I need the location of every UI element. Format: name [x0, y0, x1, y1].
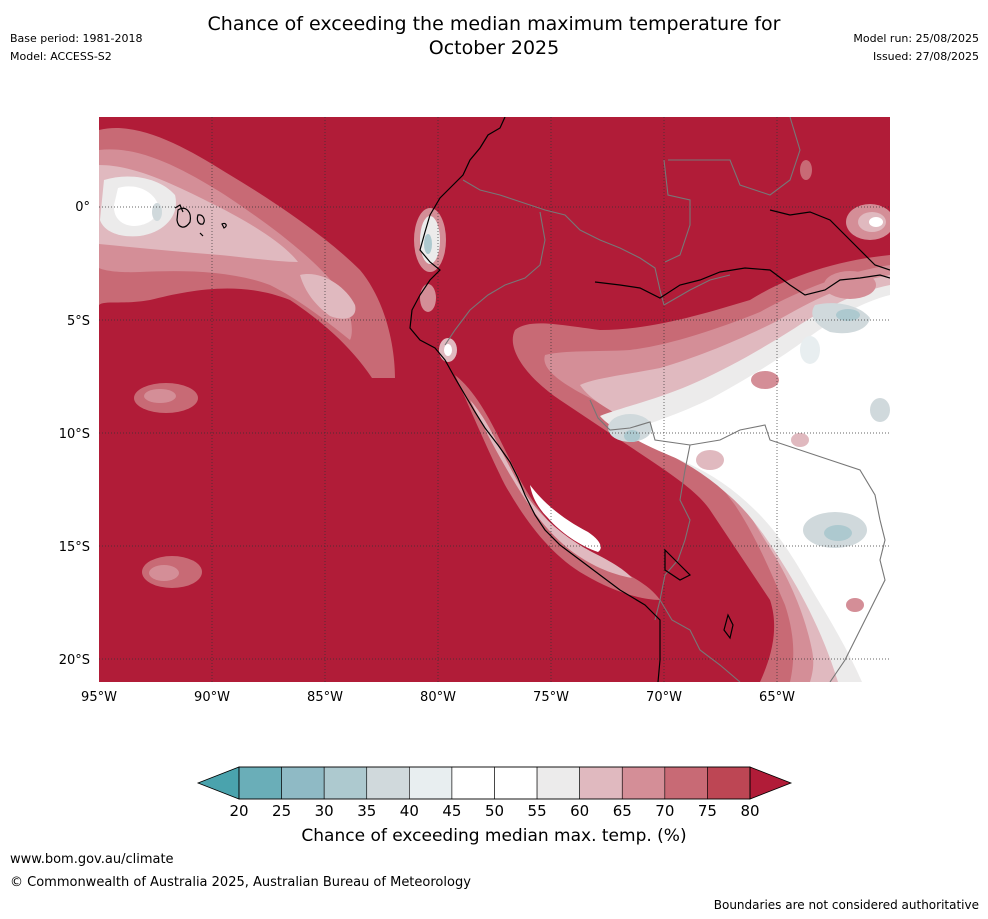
colorbar: 20 25 30 35 40 45 50 55 60 65 70 75 80 [196, 766, 793, 820]
pacific-coastline [409, 117, 661, 682]
colorbar-tick-label: 80 [740, 802, 759, 820]
colorbar-tick-label: 20 [229, 802, 248, 820]
galapagos-fernandina [174, 204, 184, 213]
graticule [99, 117, 890, 682]
title-line-2: October 2025 [428, 37, 560, 59]
blob-16s-core [149, 565, 179, 581]
border-colombia-ecuador-peru [462, 179, 665, 306]
colorbar-box [621, 766, 666, 800]
copyright-text: © Commonwealth of Australia 2025, Austra… [10, 875, 471, 890]
meta-right: Model run: 25/08/2025 Issued: 27/08/2025 [853, 30, 979, 66]
colorbar-box [579, 766, 623, 800]
border-peru-brazil-bolivia [589, 399, 881, 521]
colorbar-tick-label: 70 [655, 802, 674, 820]
andes-amazon-anomaly [512, 255, 890, 682]
colorbar-over-arrow [749, 766, 793, 800]
galapagos-anomaly [99, 128, 395, 378]
title-line-1: Chance of exceeding the median maximum t… [207, 13, 781, 35]
base-period-text: Base period: 1981-2018 [10, 32, 143, 45]
border-ecuador-peru [444, 211, 546, 346]
meta-left: Base period: 1981-2018 Model: ACCESS-S2 [10, 30, 142, 66]
border-peru-bolivia [654, 444, 691, 621]
colorbar-box [366, 766, 410, 800]
country-borders [444, 117, 886, 682]
colorbar-tick-label: 30 [315, 802, 334, 820]
lon-label: 85°W [307, 690, 343, 705]
colorbar-box [238, 766, 282, 800]
model-text: Model: ACCESS-S2 [10, 50, 112, 63]
lon-label: 75°W [533, 690, 569, 705]
amazon-estuary [769, 209, 890, 271]
colorbar-ticks: 20 25 30 35 40 45 50 55 60 65 70 75 80 [229, 802, 759, 820]
lon-label: 70°W [646, 690, 682, 705]
lat-label: 20°S [59, 653, 90, 668]
border-peru-brazil-north [663, 274, 731, 306]
lake-poopo [723, 613, 734, 640]
website-link[interactable]: www.bom.gov.au/climate [10, 852, 174, 867]
amazon-river [594, 267, 890, 299]
lon-label: 90°W [194, 690, 230, 705]
colorbar-tick-label: 35 [357, 802, 376, 820]
colorbar-tick-label: 50 [485, 802, 504, 820]
blob-9s-core [144, 389, 176, 403]
colorbar-tick-label: 65 [613, 802, 632, 820]
colorbar-tick-label: 60 [570, 802, 589, 820]
colorbar-box [494, 766, 538, 800]
colorbar-box [281, 766, 325, 800]
galapagos-san-cristobal [221, 222, 227, 229]
colorbar-under-arrow [196, 766, 240, 800]
lat-label: 5°S [67, 314, 90, 329]
lon-label: 80°W [420, 690, 456, 705]
ne-anomaly-1-center [869, 217, 883, 227]
border-venezuela [668, 117, 801, 196]
lon-label: 65°W [759, 690, 795, 705]
colorbar-box [323, 766, 368, 800]
galapagos-floreana [199, 232, 204, 237]
coastlines [174, 117, 890, 682]
issued-text: Issued: 27/08/2025 [872, 50, 979, 63]
colorbar-tick-label: 45 [442, 802, 461, 820]
disclaimer-text: Boundaries are not considered authoritat… [713, 898, 979, 912]
ne-anomaly-3 [800, 160, 812, 180]
colorbar-tick-label: 55 [528, 802, 547, 820]
border-colombia-brazil [663, 159, 691, 263]
galapagos-isabela [176, 207, 191, 228]
colorbar-tick-label: 75 [698, 802, 717, 820]
colorbar-box [536, 766, 580, 800]
longitude-labels: 95°W 90°W 85°W 80°W 75°W 70°W 65°W [81, 690, 795, 705]
chart-title: Chance of exceeding the median maximum t… [0, 12, 988, 60]
lon-label: 95°W [81, 690, 117, 705]
lake-titicaca [664, 548, 692, 581]
colorbar-box [707, 766, 751, 800]
border-chile-bolivia [659, 599, 741, 682]
latitude-labels: 0° 5°S 10°S 15°S 20°S [59, 200, 90, 668]
peru-coastal-band [455, 375, 660, 600]
colorbar-boxes [238, 766, 751, 800]
lat-label: 10°S [59, 427, 90, 442]
border-bolivia-brazil-paraguay [829, 519, 886, 682]
galapagos-santa-cruz [196, 214, 205, 225]
colorbar-title: Chance of exceeding median max. temp. (%… [301, 826, 687, 846]
colorbar-tick-label: 40 [400, 802, 419, 820]
lat-label: 15°S [59, 540, 90, 555]
colorbar-box [451, 766, 495, 800]
model-run-text: Model run: 25/08/2025 [853, 32, 979, 45]
colorbar-frame [238, 766, 751, 800]
lat-label: 0° [75, 200, 90, 215]
colorbar-box [409, 766, 453, 800]
colorbar-box [664, 766, 708, 800]
colorbar-tick-label: 25 [272, 802, 291, 820]
map-panel [99, 117, 890, 682]
